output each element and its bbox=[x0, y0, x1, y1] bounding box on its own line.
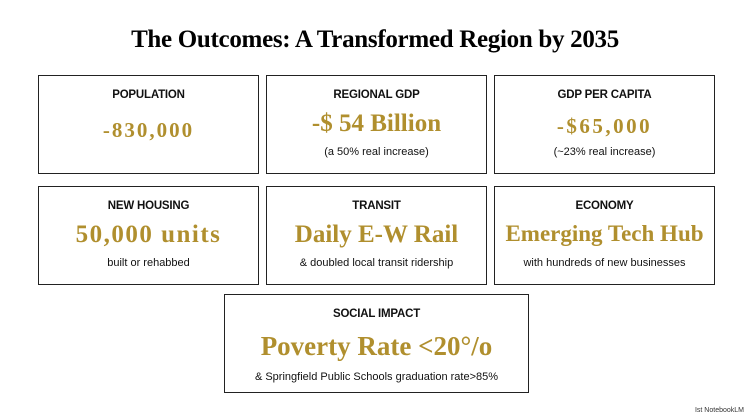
card-subtext: & Springfield Public Schools graduation … bbox=[254, 371, 499, 383]
card-label: POPULATION bbox=[112, 89, 185, 101]
card-value: Poverty Rate <20°/o bbox=[260, 331, 493, 361]
card-population: POPULATION -830,000 bbox=[38, 75, 259, 174]
card-value: -830,000 bbox=[102, 118, 195, 142]
card-label: SOCIAL IMPACT bbox=[332, 308, 421, 320]
notebooklm-watermark: Ist NotebookLM bbox=[694, 407, 744, 414]
card-value: 50,000 units bbox=[75, 221, 222, 248]
card-value: Emerging Tech Hub bbox=[505, 221, 704, 246]
card-subtext: with hundreds of new businesses bbox=[523, 257, 686, 269]
card-regional-gdp: REGIONAL GDP -$ 54 Billion (a 50% real i… bbox=[266, 75, 487, 174]
card-social-impact: SOCIAL IMPACT Poverty Rate <20°/o & Spri… bbox=[224, 294, 529, 393]
card-label: NEW HOUSING bbox=[107, 200, 190, 212]
card-economy: ECONOMY Emerging Tech Hub with hundreds … bbox=[494, 186, 715, 285]
card-label: TRANSIT bbox=[352, 200, 401, 212]
card-transit: TRANSIT Daily E-W Rail & doubled local t… bbox=[266, 186, 487, 285]
card-subtext: (a 50% real increase) bbox=[324, 146, 429, 158]
slide-title: The Outcomes: A Transformed Region by 20… bbox=[131, 26, 619, 53]
card-subtext: (~23% real increase) bbox=[553, 146, 656, 158]
card-gdp-per-capita: GDP PER CAPITA -$65,000 (~23% real incre… bbox=[494, 75, 715, 174]
card-value: -$65,000 bbox=[556, 114, 653, 138]
card-subtext: & doubled local transit ridership bbox=[299, 257, 454, 269]
card-label: ECONOMY bbox=[575, 200, 634, 212]
card-value: Daily E-W Rail bbox=[294, 221, 459, 248]
card-value: -$ 54 Billion bbox=[311, 110, 442, 137]
card-subtext: built or rehabbed bbox=[107, 257, 190, 269]
card-label: GDP PER CAPITA bbox=[557, 89, 652, 101]
card-label: REGIONAL GDP bbox=[333, 89, 420, 101]
card-new-housing: NEW HOUSING 50,000 units built or rehabb… bbox=[38, 186, 259, 285]
